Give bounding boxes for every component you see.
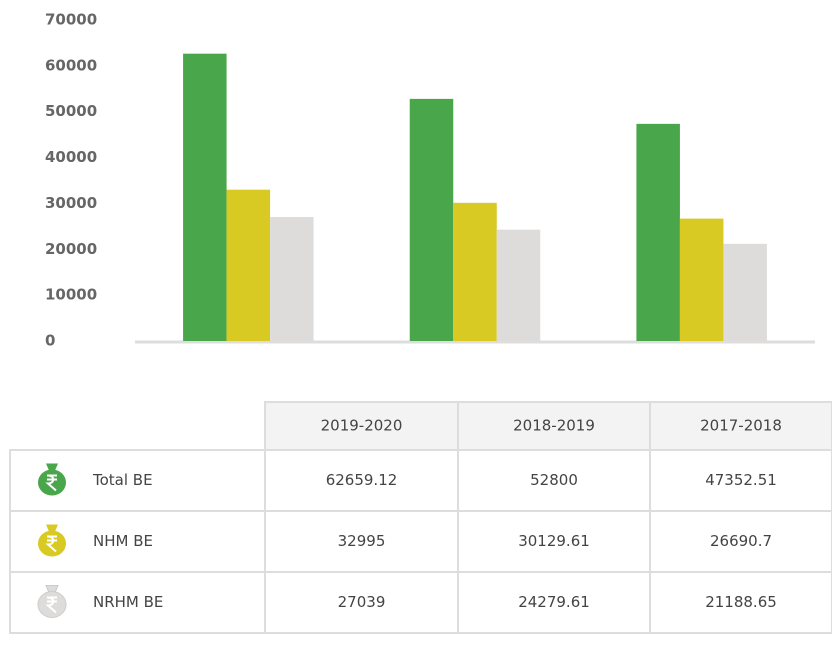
y-tick-label: 40000 (45, 148, 97, 166)
row-label-cell (9, 449, 266, 512)
value-text: 30129.61 (518, 532, 590, 550)
y-tick-label: 20000 (45, 240, 97, 258)
row-label: NRHM BE (93, 593, 163, 611)
value-text: 47352.51 (705, 471, 777, 489)
value-cell (264, 449, 459, 512)
row-label: NHM BE (93, 532, 153, 550)
row-label: Total BE (92, 471, 153, 489)
y-tick-label: 60000 (45, 56, 97, 74)
y-tick-label: 10000 (45, 286, 97, 304)
value-cell (457, 449, 651, 512)
rupee-symbol (45, 596, 57, 614)
value-text: 62659.12 (326, 471, 398, 489)
bar (679, 218, 724, 341)
value-cell (264, 510, 459, 573)
value-cell (457, 571, 651, 634)
value-cell (649, 449, 832, 512)
bar (270, 217, 314, 341)
bar (496, 229, 541, 341)
y-tick-label: 50000 (45, 102, 97, 120)
money-bag-icon (38, 463, 66, 496)
bag-top (46, 524, 58, 532)
bar (636, 123, 680, 341)
bar (453, 202, 497, 341)
bar (723, 243, 767, 341)
y-tick-label: 70000 (45, 11, 97, 29)
column-header: 2019-2020 (321, 417, 403, 435)
column-header: 2018-2019 (513, 417, 595, 435)
value-text: 52800 (530, 471, 578, 489)
rupee-symbol (45, 474, 57, 492)
rupee-symbol (45, 535, 57, 553)
bar (226, 189, 271, 341)
bar (183, 53, 227, 341)
header-cell (457, 401, 651, 451)
value-cell (649, 571, 832, 634)
y-tick-label: 30000 (45, 194, 97, 212)
value-text: 27039 (338, 593, 386, 611)
value-text: 32995 (338, 532, 386, 550)
value-text: 26690.7 (710, 532, 772, 550)
y-tick-label: 0 (45, 332, 55, 350)
money-bag-icon (38, 524, 66, 557)
value-text: 21188.65 (705, 593, 777, 611)
bar (409, 98, 454, 341)
money-bag-icon (37, 585, 67, 618)
bag-top (46, 463, 58, 471)
column-header: 2017-2018 (700, 417, 782, 435)
value-text: 24279.61 (518, 593, 590, 611)
